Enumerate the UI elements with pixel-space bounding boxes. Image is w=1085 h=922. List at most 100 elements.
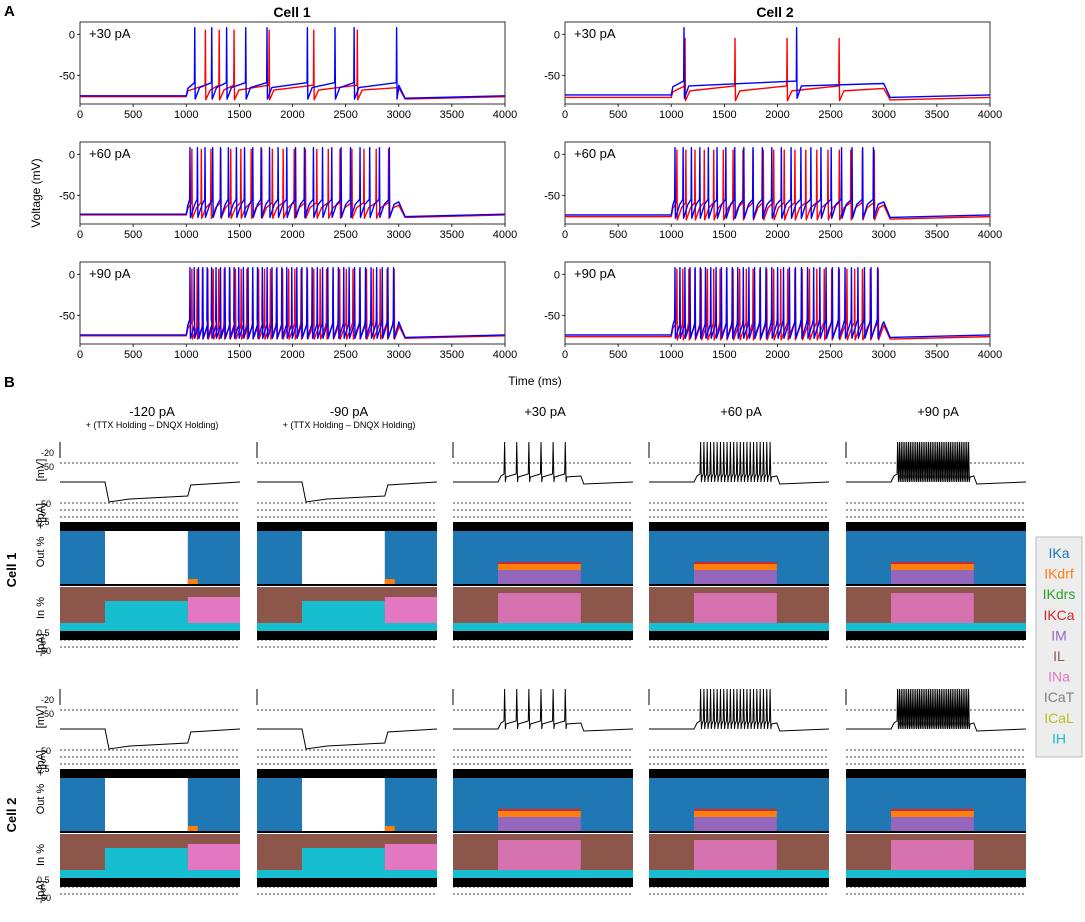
x-tick-label: 500	[609, 229, 627, 241]
total-outward-current	[453, 769, 633, 778]
y-tick-label: -50	[544, 310, 560, 322]
plot-frame	[564, 21, 991, 105]
legend-ina: INa	[1048, 669, 1070, 685]
x-tick-label: 2000	[280, 229, 304, 241]
x-tick-label: 3500	[925, 349, 949, 361]
ina-area	[694, 593, 777, 623]
y-tick-label: 0	[554, 149, 560, 161]
y-tick-label: -50	[59, 70, 75, 82]
ina-area	[498, 593, 581, 623]
condition-subtitle: + (TTX Holding – DNQX Holding)	[283, 420, 416, 430]
pa-tick: 0.5	[37, 628, 50, 638]
pa-tick: 0.5	[37, 517, 50, 527]
mv-tick: -50	[41, 709, 54, 719]
x-tick-label: 0	[77, 229, 83, 241]
x-tick-label: 2500	[333, 109, 357, 121]
x-tick-label: 4000	[493, 229, 517, 241]
ikdrf-area	[694, 811, 777, 817]
panel-label-b: B	[4, 374, 15, 391]
in-percent-label: In %	[35, 597, 47, 619]
voltage-chart: 0 500 1000 1500 2000 2500 3000 3500 4000 0 -50 +30 …	[544, 21, 1002, 121]
x-tick-label: 0	[562, 349, 568, 361]
ina-area	[187, 597, 240, 623]
model-voltage-trace	[453, 441, 634, 485]
ina-area	[187, 844, 240, 870]
condition-subtitle: + (TTX Holding – DNQX Holding)	[86, 420, 219, 430]
currentscape-panel	[648, 441, 830, 648]
x-tick-label: 1500	[712, 109, 736, 121]
currentscape-panel	[59, 689, 241, 895]
mv-tick: -50	[41, 462, 54, 472]
condition-title: -120 pA	[129, 404, 175, 419]
x-axis-label: Time (ms)	[508, 374, 562, 388]
pa-tick: 5	[41, 884, 46, 894]
im-area	[694, 817, 777, 831]
pa-tick: 50	[41, 746, 51, 756]
model-voltage-trace	[257, 728, 438, 750]
y-tick-label: -50	[544, 70, 560, 82]
ikca-area	[891, 809, 974, 811]
ina-area	[891, 840, 974, 870]
model-voltage-trace	[60, 728, 241, 750]
x-tick-label: 2000	[280, 349, 304, 361]
condition-title: +90 pA	[917, 404, 959, 419]
x-tick-label: 3000	[387, 109, 411, 121]
legend-ika: IKa	[1048, 545, 1069, 561]
x-tick-label: 1500	[227, 109, 251, 121]
total-inward-current	[257, 631, 437, 640]
model-voltage-trace	[649, 441, 830, 485]
x-tick-label: 2000	[280, 109, 304, 121]
ikca-area	[891, 562, 974, 564]
legend-icat: ICaT	[1044, 689, 1075, 705]
ih-area	[302, 848, 385, 878]
mv-tick: -20	[41, 448, 54, 458]
current-label: +90 pA	[574, 266, 616, 281]
ikca-area	[498, 562, 581, 564]
x-tick-label: 1500	[712, 229, 736, 241]
im-area	[498, 817, 581, 831]
y-tick-label: 0	[69, 149, 75, 161]
pa-tick: 0.5	[37, 764, 50, 774]
total-outward-current	[60, 522, 240, 531]
voltage-chart: 0 500 1000 1500 2000 2500 3000 3500 4000 0 -50 +60 …	[59, 141, 517, 241]
x-tick-label: 2000	[765, 229, 789, 241]
model-voltage-trace	[453, 688, 634, 732]
positive-pa-label: +[pA]	[35, 750, 47, 776]
total-inward-current	[60, 631, 240, 640]
ikca-area	[498, 809, 581, 811]
current-label: +90 pA	[89, 266, 131, 281]
x-tick-label: 4000	[493, 349, 517, 361]
total-outward-current	[649, 522, 829, 531]
x-tick-label: 2500	[818, 229, 842, 241]
condition-title: +30 pA	[524, 404, 566, 419]
x-tick-label: 500	[609, 349, 627, 361]
ih-area	[649, 870, 829, 878]
x-tick-label: 1500	[712, 349, 736, 361]
condition-title: -90 pA	[330, 404, 369, 419]
ih-area	[846, 623, 1026, 631]
positive-pa-label: +[pA]	[35, 503, 47, 529]
model-trace	[80, 29, 506, 101]
total-outward-current	[846, 769, 1026, 778]
x-tick-label: 4000	[978, 109, 1002, 121]
pa-tick: 50	[41, 499, 51, 509]
model-voltage-trace	[60, 481, 241, 503]
current-label: +30 pA	[89, 26, 131, 41]
currentscape-panel	[648, 688, 830, 895]
in-percent-label: In %	[35, 844, 47, 866]
current-legend: IKa IKdrf IKdrs IKCa IM IL INa ICaT ICaL IH	[1035, 536, 1083, 758]
ih-area	[105, 848, 188, 878]
ika-area	[60, 778, 105, 831]
voltage-chart: 0 500 1000 1500 2000 2500 3000 3500 4000 0 -50 +30 …	[59, 21, 517, 121]
x-tick-label: 0	[77, 349, 83, 361]
x-tick-label: 3500	[925, 109, 949, 121]
im-area	[891, 817, 974, 831]
x-tick-label: 2500	[818, 109, 842, 121]
x-tick-label: 3500	[440, 109, 464, 121]
experiment-trace	[80, 27, 506, 100]
x-tick-label: 1000	[659, 229, 683, 241]
legend-ikdrf: IKdrf	[1044, 566, 1074, 582]
ikdrf-area	[694, 564, 777, 570]
voltage-chart: 0 500 1000 1500 2000 2500 3000 3500 4000 0 -50 +60 …	[544, 141, 1002, 241]
